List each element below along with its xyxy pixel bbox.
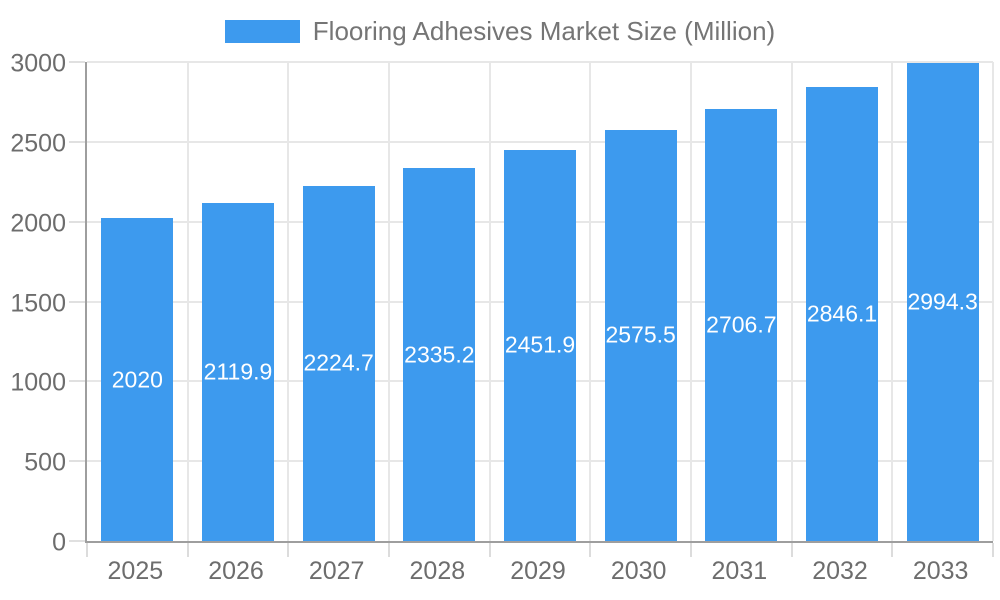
bar-2027[interactable]: 2224.7 xyxy=(302,185,375,541)
x-tick xyxy=(690,543,692,557)
y-tick xyxy=(69,220,85,223)
x-tick xyxy=(790,543,793,557)
y-tick xyxy=(69,460,85,463)
x-tick xyxy=(488,543,491,557)
v-gridline xyxy=(488,62,491,541)
bar-2025[interactable]: 2020 xyxy=(101,218,174,541)
v-gridline xyxy=(388,62,390,541)
y-tick xyxy=(69,140,85,143)
bar-value-label: 2020 xyxy=(111,366,163,393)
y-axis-labels: 0 500 1000 1500 2000 2500 3000 xyxy=(0,51,66,555)
y-tick xyxy=(69,380,85,383)
y-tick xyxy=(69,300,85,303)
bar-value-label: 2224.7 xyxy=(303,349,374,376)
x-tick xyxy=(388,543,390,557)
x-tick-label: 2033 xyxy=(912,557,969,585)
bar-value-label: 2575.5 xyxy=(605,321,676,348)
x-tick xyxy=(589,543,592,557)
bar-2032[interactable]: 2846.1 xyxy=(806,86,878,541)
x-tick-label: 2032 xyxy=(812,557,868,585)
bar-value-label: 2706.7 xyxy=(706,311,777,338)
y-tick-label: 2500 xyxy=(10,129,66,158)
y-tick-label: 0 xyxy=(52,528,66,557)
v-gridline xyxy=(790,62,793,541)
x-tick-label: 2029 xyxy=(510,557,566,585)
x-axis-labels: 2025 2026 2027 2028 2029 2030 2031 2032 2033 xyxy=(85,557,993,593)
v-gridline xyxy=(589,62,592,541)
x-tick-label: 2031 xyxy=(711,557,768,585)
y-tick xyxy=(69,540,85,542)
h-gridline xyxy=(87,61,993,63)
bar-value-label: 2451.9 xyxy=(504,331,576,358)
legend-swatch xyxy=(224,20,300,43)
bar-2026[interactable]: 2119.9 xyxy=(202,202,274,541)
x-tick-label: 2027 xyxy=(308,557,365,585)
y-tick-label: 500 xyxy=(24,448,66,477)
v-gridline xyxy=(690,62,692,541)
bar-2028[interactable]: 2335.2 xyxy=(403,168,476,541)
bar-value-label: 2994.3 xyxy=(907,288,978,315)
legend-label: Flooring Adhesives Market Size (Million) xyxy=(312,16,776,46)
bar-2033[interactable]: 2994.3 xyxy=(906,62,979,541)
bar-2031[interactable]: 2706.7 xyxy=(705,108,778,541)
plot-area: 2020 2119.9 2224.7 2335.2 2451.9 2575.5 2706.7… xyxy=(69,61,994,557)
x-tick-label: 2028 xyxy=(409,557,466,585)
y-tick-label: 3000 xyxy=(10,49,66,78)
x-tick xyxy=(891,543,894,557)
v-gridline xyxy=(186,62,189,541)
y-tick-label: 2000 xyxy=(10,209,66,238)
v-gridline xyxy=(287,62,290,541)
bar-value-label: 2119.9 xyxy=(203,358,273,385)
bar-2029[interactable]: 2451.9 xyxy=(504,149,576,541)
y-tick-label: 1000 xyxy=(10,368,66,397)
x-tick-label: 2030 xyxy=(610,557,667,585)
v-gridline xyxy=(891,62,894,541)
v-gridline xyxy=(992,62,994,541)
x-tick-label: 2025 xyxy=(107,557,164,585)
bar-value-label: 2335.2 xyxy=(404,341,475,368)
bar-2030[interactable]: 2575.5 xyxy=(604,129,677,541)
y-tick xyxy=(69,61,85,63)
h-gridline xyxy=(87,140,993,143)
y-tick-label: 1500 xyxy=(10,289,66,317)
x-tick xyxy=(186,543,189,557)
x-tick xyxy=(992,543,994,557)
x-tick xyxy=(86,543,88,557)
x-tick xyxy=(287,543,290,557)
bar-value-label: 2846.1 xyxy=(806,300,878,327)
legend-item[interactable]: Flooring Adhesives Market Size (Million) xyxy=(0,16,1000,47)
x-tick-label: 2026 xyxy=(208,557,264,585)
